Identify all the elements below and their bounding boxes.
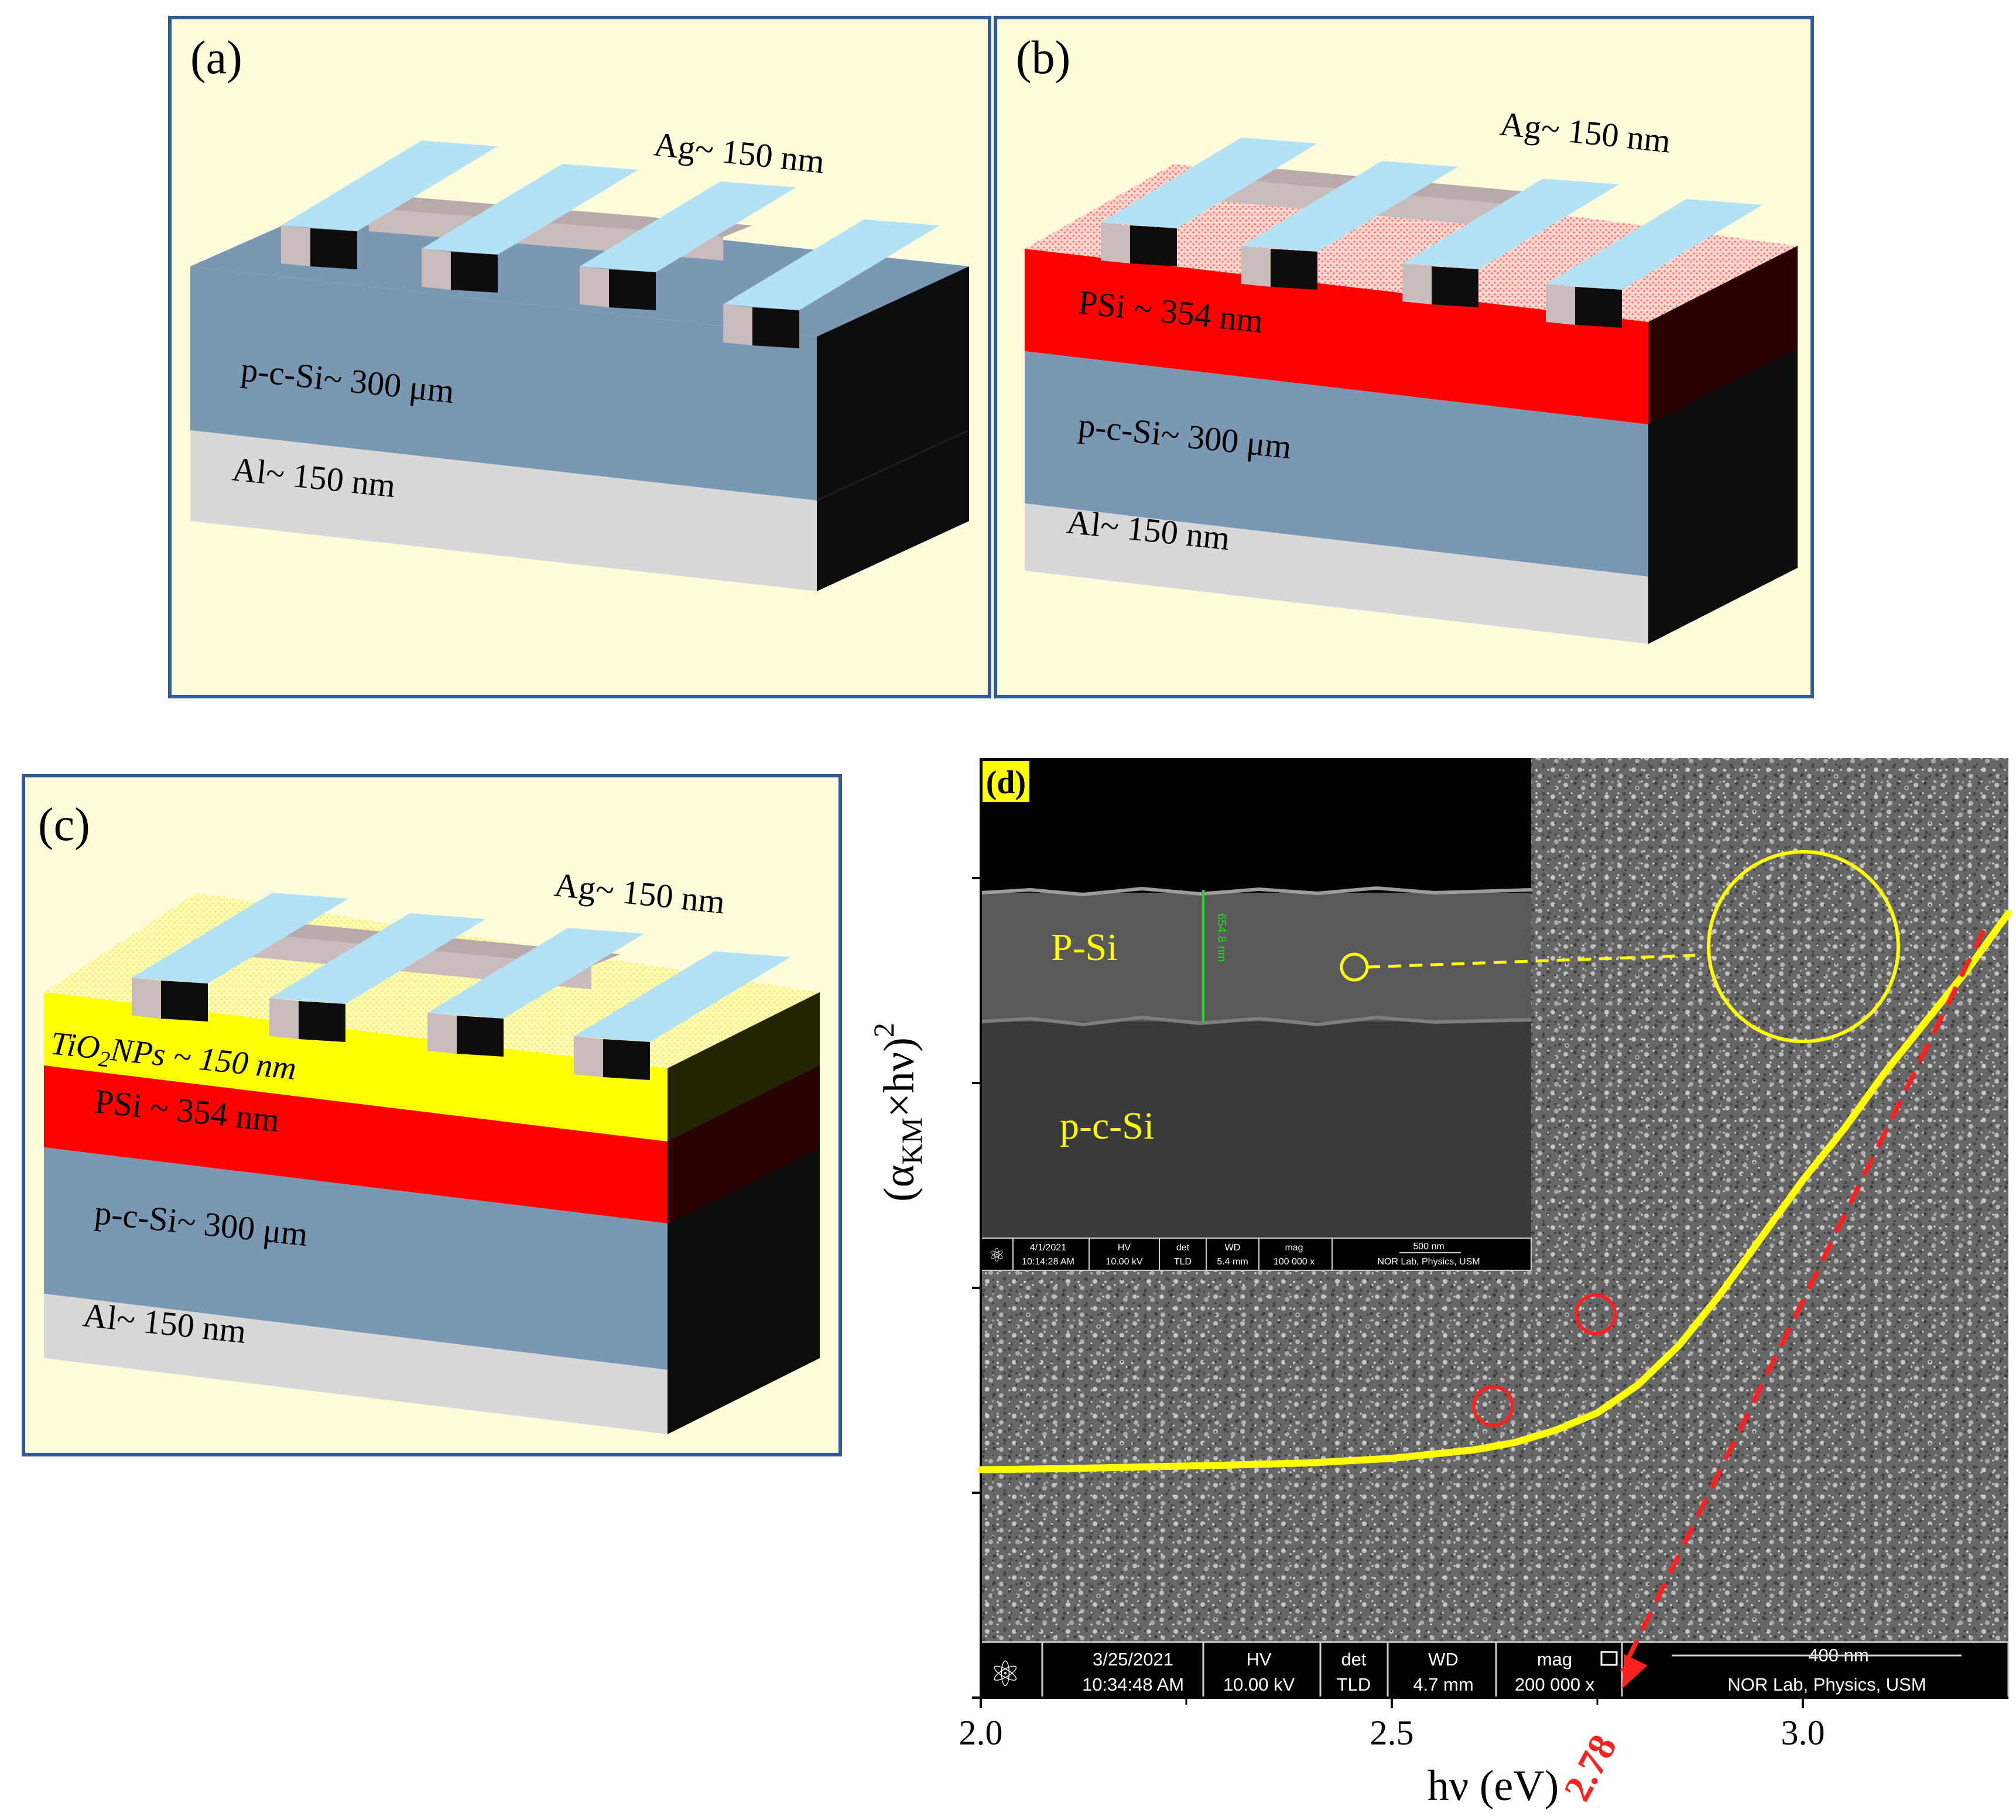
panel-c-psi-layer [44, 1065, 668, 1223]
pore-marker-circle-1 [1575, 1293, 1617, 1335]
inset-leader-line [1367, 954, 1696, 969]
panel-a-side-divider [816, 429, 970, 502]
svg-text:mag: mag [1537, 1649, 1572, 1670]
svg-text:4/1/2021: 4/1/2021 [1030, 1243, 1066, 1253]
inset-psi-label: P-Si [1051, 926, 1118, 969]
panel-b-psi-layer [1025, 249, 1648, 424]
svg-text:HV: HV [1246, 1649, 1271, 1670]
panel-b-silicon-layer [1025, 351, 1648, 577]
svg-text:10.00 kV: 10.00 kV [1105, 1257, 1142, 1267]
x-tick-label: 2.5 [1370, 1713, 1414, 1752]
svg-text:5.4 mm: 5.4 mm [1217, 1257, 1248, 1267]
sem-atom-icon: ⚛ [990, 1654, 1021, 1694]
panel-d-label: (d) [986, 765, 1026, 801]
svg-text:TLD: TLD [1337, 1674, 1371, 1695]
svg-text:4.7 mm: 4.7 mm [1413, 1674, 1473, 1695]
svg-text:500 nm: 500 nm [1413, 1242, 1444, 1252]
panel-a-ag-grid [281, 140, 940, 348]
sem-info-bar [980, 1641, 2010, 1699]
svg-text:WD: WD [1225, 1243, 1241, 1253]
x-axis-label: hν (eV) [1428, 1762, 1559, 1810]
tangent-arrowhead [1622, 1654, 1648, 1689]
x-tick-label: 2.0 [959, 1713, 1003, 1752]
panel-c-tio2-layer [44, 992, 668, 1142]
sem-info-cells: ⚛ 3/25/2021 10:34:48 AM HV 10.00 kV det … [990, 1645, 1926, 1695]
svg-text:10.00 kV: 10.00 kV [1223, 1674, 1295, 1695]
svg-text:TLD: TLD [1174, 1257, 1192, 1267]
band-gap-label: 2.78 [1556, 1728, 1625, 1808]
inset-atom-icon: ⚛ [988, 1245, 1005, 1266]
panel-c-ag-grid [132, 893, 790, 1080]
svg-text:mag: mag [1285, 1243, 1303, 1253]
panel-c-label: (c) [38, 799, 90, 851]
x-minor-ticks [1185, 1698, 1599, 1705]
panel-b-side-psi [1648, 246, 1798, 424]
panel-c-aluminum-layer [44, 1294, 668, 1434]
panel-a-silicon-layer [190, 266, 817, 501]
svg-text:det: det [1176, 1243, 1190, 1253]
sem-mag-box-icon [1600, 1651, 1618, 1666]
panel-b-aluminum-layer [1025, 503, 1648, 644]
sem-inset: 654.8 nm P-Si p-c-Si ⚛ 4/1/2021 10:14:28… [980, 758, 1696, 1271]
panel-a: (a) Ag~ 150 nm p-c-Si~ 300 μm Al~ 150 nm [168, 16, 991, 698]
panel-b: (b) Ag~ 150 nm PSi ~ 354 nm p-c-Si~ 300 … [994, 16, 1814, 698]
panel-c-silicon-layer [44, 1147, 668, 1370]
inset-thickness-label: 654.8 nm [1215, 913, 1228, 962]
svg-text:10:14:28 AM: 10:14:28 AM [1022, 1257, 1074, 1267]
panel-a-side-face [817, 266, 969, 591]
svg-text:10:34:48 AM: 10:34:48 AM [1082, 1674, 1184, 1695]
svg-text:det: det [1341, 1649, 1366, 1670]
panel-d: 654.8 nm P-Si p-c-Si ⚛ 4/1/2021 10:14:28… [867, 758, 2012, 1810]
panel-d-label-bg [983, 761, 1029, 802]
svg-text:NOR Lab, Physics, USM: NOR Lab, Physics, USM [1377, 1257, 1480, 1267]
panel-a-aluminum-layer [190, 430, 817, 591]
panel-c-side-psi [668, 1065, 820, 1223]
svg-text:200 000 x: 200 000 x [1515, 1674, 1595, 1695]
tangent-line [1620, 929, 1986, 1672]
panel-c-side-tio2 [668, 992, 820, 1142]
x-tick-label: 3.0 [1781, 1713, 1825, 1752]
x-ticks: 2.0 2.5 3.0 [959, 1698, 1825, 1752]
svg-text:WD: WD [1428, 1649, 1459, 1670]
panel-c: (c) Ag~ 150 nm TiO2NPs ~ 150 nm [22, 774, 842, 1456]
panel-a-label: (a) [190, 32, 242, 84]
data-curve [977, 910, 2012, 1473]
chart-axes [972, 758, 2008, 1699]
inset-si-label: p-c-Si [1060, 1105, 1154, 1147]
svg-text:100 000 x: 100 000 x [1274, 1257, 1315, 1267]
pore-highlight-circle [1707, 850, 1900, 1043]
inset-info-cells: ⚛ 4/1/2021 10:14:28 AM HV 10.00 kV det T… [988, 1242, 1480, 1267]
svg-text:3/25/2021: 3/25/2021 [1093, 1649, 1173, 1670]
svg-text:NOR Lab, Physics, USM: NOR Lab, Physics, USM [1727, 1674, 1926, 1695]
y-axis-label: (αKM×hν)2 [867, 1023, 928, 1202]
svg-text:HV: HV [1118, 1243, 1131, 1253]
panel-b-ag-grid [1101, 138, 1762, 328]
panel-b-label: (b) [1016, 32, 1070, 84]
pore-marker-circle-2 [1472, 1385, 1514, 1427]
